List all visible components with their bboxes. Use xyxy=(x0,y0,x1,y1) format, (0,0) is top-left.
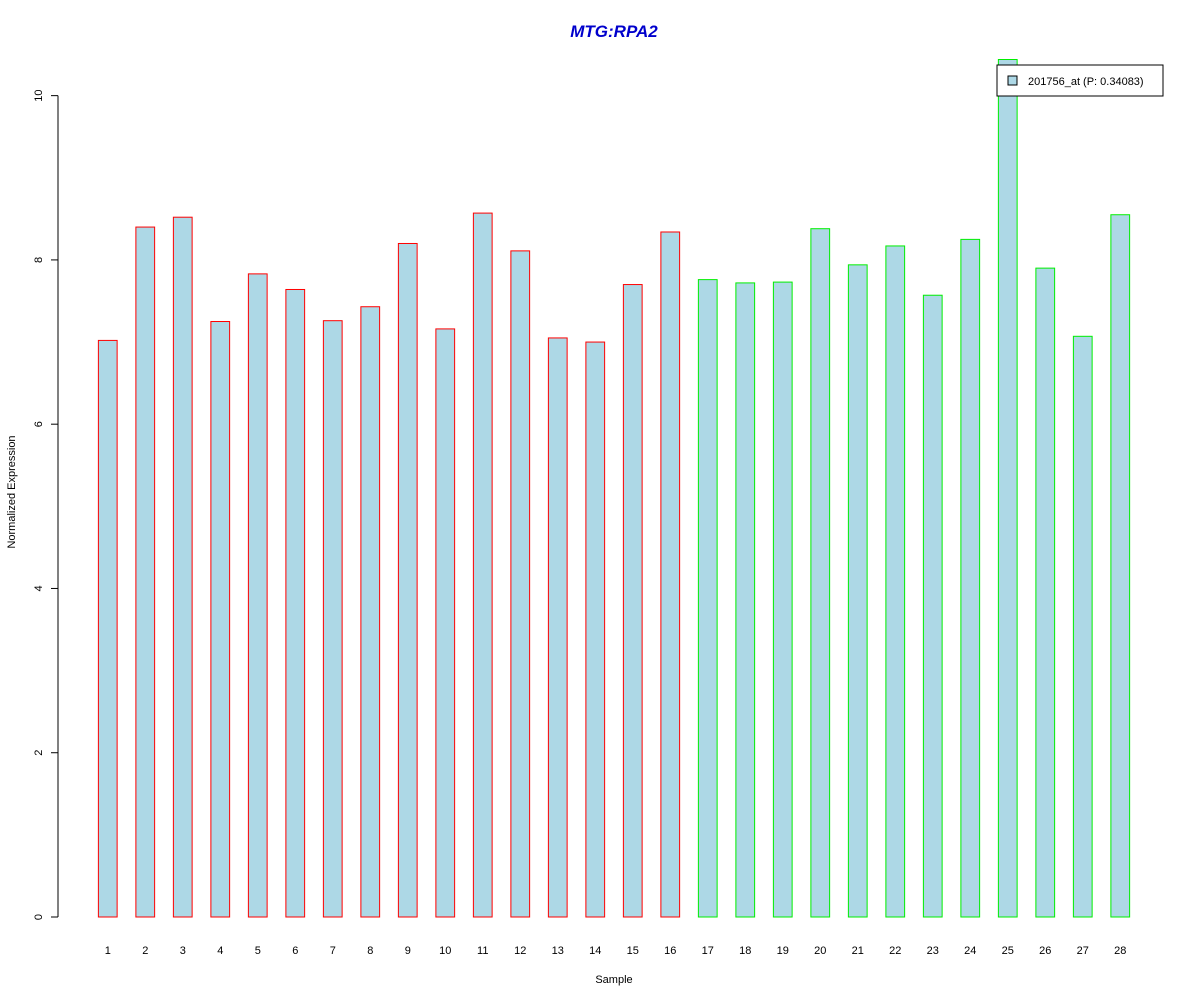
y-tick-label: 8 xyxy=(33,257,45,263)
legend-label: 201756_at (P: 0.34083) xyxy=(1028,76,1144,88)
x-tick-label: 25 xyxy=(1002,945,1014,957)
legend: 201756_at (P: 0.34083) xyxy=(996,64,1164,97)
bar-sample-22 xyxy=(885,245,906,918)
x-tick-label: 23 xyxy=(927,945,939,957)
bar-sample-8 xyxy=(360,306,381,918)
y-tick-label: 10 xyxy=(33,90,45,102)
x-tick-label: 3 xyxy=(180,945,186,957)
x-tick-labels: 1 2 3 4 5 6 7 8 9 10 11 12 13 14 15 16 17 18 19 20 21 22 23 24 2… xyxy=(105,945,1127,957)
x-tick-label: 6 xyxy=(292,945,298,957)
x-tick-label: 2 xyxy=(142,945,148,957)
bar-sample-16 xyxy=(660,231,681,918)
x-tick-label: 9 xyxy=(405,945,411,957)
x-tick-label: 22 xyxy=(889,945,901,957)
bar-sample-24 xyxy=(960,238,981,918)
chart-title: MTG:RPA2 xyxy=(570,22,658,41)
x-tick-label: 24 xyxy=(964,945,976,957)
bar-sample-5 xyxy=(247,273,268,918)
x-tick-label: 10 xyxy=(439,945,451,957)
y-axis-label: Normalized Expression xyxy=(6,435,18,548)
bar-sample-28 xyxy=(1110,214,1131,918)
x-tick-label: 15 xyxy=(627,945,639,957)
bar-sample-10 xyxy=(435,328,456,918)
bar-sample-4 xyxy=(210,321,231,918)
y-tick-label: 2 xyxy=(33,750,45,756)
x-tick-label: 19 xyxy=(777,945,789,957)
x-tick-label: 8 xyxy=(367,945,373,957)
bar-sample-27 xyxy=(1072,335,1093,918)
x-tick-label: 17 xyxy=(702,945,714,957)
x-axis-label: Sample xyxy=(595,974,632,986)
bars-group xyxy=(97,59,1131,918)
bar-sample-9 xyxy=(397,242,418,918)
bar-sample-11 xyxy=(472,212,493,918)
bar-sample-1 xyxy=(97,339,118,918)
bar-sample-23 xyxy=(922,294,943,918)
x-tick-label: 20 xyxy=(814,945,826,957)
bar-sample-7 xyxy=(322,320,343,918)
x-tick-label: 4 xyxy=(217,945,223,957)
bar-sample-3 xyxy=(172,216,193,918)
bar-sample-12 xyxy=(510,250,531,918)
x-tick-label: 12 xyxy=(514,945,526,957)
bar-sample-21 xyxy=(847,264,868,918)
x-tick-label: 26 xyxy=(1039,945,1051,957)
bar-sample-15 xyxy=(622,284,643,918)
x-tick-label: 7 xyxy=(330,945,336,957)
bar-sample-26 xyxy=(1035,267,1056,918)
x-tick-label: 14 xyxy=(589,945,601,957)
y-axis: 0 2 4 6 8 10 xyxy=(33,90,59,920)
x-tick-label: 28 xyxy=(1114,945,1126,957)
bar-sample-6 xyxy=(285,288,306,918)
x-tick-label: 11 xyxy=(477,945,488,957)
y-tick-label: 4 xyxy=(33,585,45,591)
y-tick-label: 6 xyxy=(33,421,45,427)
x-tick-label: 1 xyxy=(105,945,111,957)
bar-sample-18 xyxy=(735,282,756,918)
x-tick-label: 18 xyxy=(739,945,751,957)
x-tick-label: 27 xyxy=(1077,945,1089,957)
x-tick-label: 16 xyxy=(664,945,676,957)
legend-swatch xyxy=(1007,75,1018,86)
bar-sample-19 xyxy=(772,281,793,918)
bar-sample-14 xyxy=(585,341,606,918)
bar-sample-17 xyxy=(697,279,718,918)
bar-sample-2 xyxy=(135,226,156,918)
x-tick-label: 5 xyxy=(255,945,261,957)
legend-box xyxy=(996,64,1164,97)
y-tick-label: 0 xyxy=(33,914,45,920)
x-tick-label: 21 xyxy=(852,945,864,957)
x-tick-label: 13 xyxy=(552,945,564,957)
bar-sample-20 xyxy=(810,228,831,918)
bar-sample-13 xyxy=(547,337,568,918)
bar-sample-25 xyxy=(997,59,1018,918)
